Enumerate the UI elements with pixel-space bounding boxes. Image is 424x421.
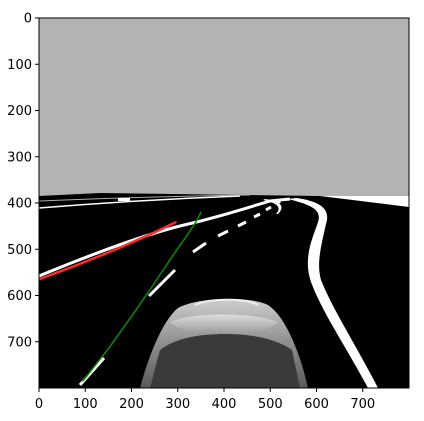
x-tick-label: 500 (258, 397, 283, 412)
y-tick-label: 200 (7, 104, 32, 119)
left-lane-line (39, 197, 291, 278)
trajectory-overlays (39, 211, 202, 382)
far-lane-dash (118, 198, 130, 201)
x-tick-label: 700 (350, 397, 375, 412)
overlay-line-2 (82, 211, 202, 382)
y-tick-label: 600 (7, 289, 32, 304)
x-tick-label: 300 (165, 397, 190, 412)
y-axis: 0 100 200 300 400 500 600 700 (7, 12, 39, 350)
x-tick-label: 200 (119, 397, 144, 412)
far-lane-line-2 (39, 194, 251, 202)
y-tick-label: 500 (7, 243, 32, 258)
ego-car (140, 298, 308, 388)
y-tick-label: 300 (7, 150, 32, 165)
far-lane-line (39, 195, 241, 209)
x-axis: 0 100 200 300 400 500 600 700 (35, 388, 375, 412)
center-dashed-line (78, 199, 281, 386)
y-tick-label: 100 (7, 58, 32, 73)
y-tick-label: 400 (7, 197, 32, 212)
overlay-line-1 (39, 221, 177, 281)
y-tick-label: 0 (24, 12, 32, 27)
x-tick-label: 400 (212, 397, 237, 412)
y-tick-label: 700 (7, 335, 32, 350)
x-tick-label: 0 (35, 397, 43, 412)
x-tick-label: 100 (73, 397, 98, 412)
right-lane-inner-line (263, 199, 282, 214)
sky (39, 18, 409, 196)
x-tick-label: 600 (304, 397, 329, 412)
right-lane-line (288, 198, 378, 388)
camera-frame (39, 18, 409, 388)
